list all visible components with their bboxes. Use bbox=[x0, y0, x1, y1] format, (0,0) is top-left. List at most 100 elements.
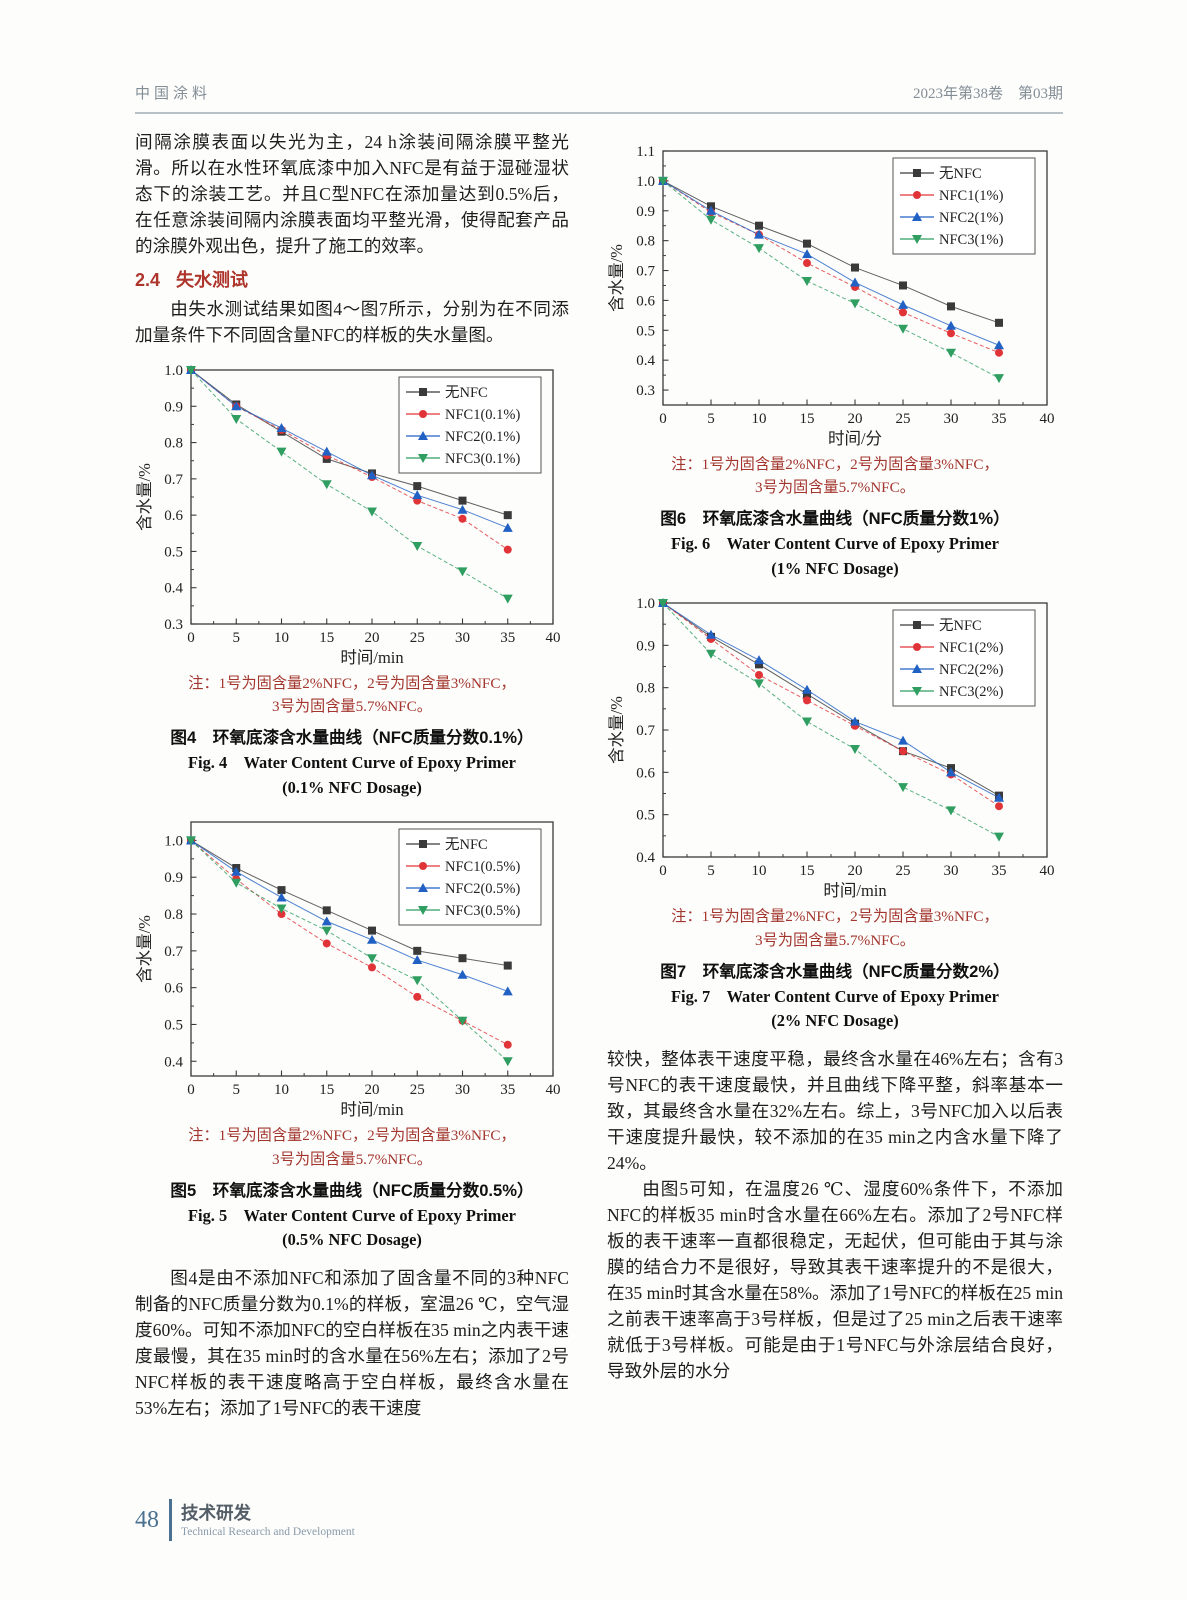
svg-text:0.4: 0.4 bbox=[164, 581, 183, 597]
svg-text:10: 10 bbox=[274, 630, 289, 646]
svg-text:NFC2(0.5%): NFC2(0.5%) bbox=[445, 881, 520, 897]
svg-text:NFC3(2%): NFC3(2%) bbox=[939, 684, 1004, 700]
footer-section-block: 技术研发 Technical Research and Development bbox=[181, 1503, 355, 1538]
svg-text:含水量/%: 含水量/% bbox=[607, 696, 626, 764]
svg-text:0.9: 0.9 bbox=[164, 399, 183, 415]
svg-text:40: 40 bbox=[1040, 411, 1055, 427]
svg-text:5: 5 bbox=[233, 1082, 241, 1098]
svg-text:NFC3(0.1%): NFC3(0.1%) bbox=[445, 451, 520, 467]
svg-text:40: 40 bbox=[1040, 863, 1055, 879]
footer-section-en: Technical Research and Development bbox=[181, 1525, 355, 1538]
svg-text:40: 40 bbox=[546, 1082, 561, 1098]
svg-text:35: 35 bbox=[500, 1082, 515, 1098]
paragraph-intro: 由失水测试结果如图4～图7所示，分别为在不同添加量条件下不同固含量NFC的样板的… bbox=[135, 299, 569, 345]
svg-text:1.0: 1.0 bbox=[636, 596, 655, 612]
paragraph-continuation-right: 较快，整体表干速度平稳，最终含水量在46%左右；含有3号NFC的表干速度最快，并… bbox=[607, 1048, 1063, 1173]
svg-text:时间/分: 时间/分 bbox=[828, 429, 882, 448]
fig6-line-chart: 0 5 10 15 20 25 30 35 40 0.3 0.4 0.5 0.6 0.7 0.8 0.9 1.0… bbox=[607, 139, 1063, 451]
svg-text:0.5: 0.5 bbox=[164, 1018, 183, 1034]
svg-text:NFC2(0.1%): NFC2(0.1%) bbox=[445, 429, 520, 445]
svg-text:15: 15 bbox=[319, 630, 334, 646]
svg-text:0: 0 bbox=[659, 411, 667, 427]
page-number: 48 bbox=[135, 1506, 159, 1533]
paragraph-fig5-discussion: 由图5可知，在温度26 ℃、湿度60%条件下，不添加NFC的样板35 min时含… bbox=[607, 1178, 1063, 1381]
svg-text:无NFC: 无NFC bbox=[445, 385, 488, 401]
svg-text:15: 15 bbox=[319, 1082, 334, 1098]
svg-text:35: 35 bbox=[500, 630, 515, 646]
fig4-line-chart: 0 5 10 15 20 25 30 35 40 0.3 0.4 0.5 0.6 0.7 0.8 0.9 1.0… bbox=[135, 358, 569, 670]
fig7-caption-zh: 图7 环氧底漆含水量曲线（NFC质量分数2%） bbox=[660, 961, 1010, 981]
fig7-caption-en: Fig. 7 Water Content Curve of Epoxy Prim… bbox=[671, 986, 999, 1031]
svg-text:0.6: 0.6 bbox=[164, 508, 183, 524]
svg-text:1.0: 1.0 bbox=[164, 834, 183, 850]
svg-text:0.9: 0.9 bbox=[164, 871, 183, 887]
two-column-body: 间隔涂膜表面以失光为主，24 h涂装间隔涂膜平整光滑。所以在水性环氧底漆中加入N… bbox=[135, 129, 1063, 1421]
svg-text:15: 15 bbox=[800, 411, 815, 427]
svg-text:25: 25 bbox=[896, 863, 911, 879]
fig7-note: 注：1号为固含量2%NFC，2号为固含量3%NFC， 3号为固含量5.7%NFC… bbox=[671, 908, 999, 949]
svg-text:0.7: 0.7 bbox=[164, 472, 183, 488]
svg-text:NFC2(1%): NFC2(1%) bbox=[939, 210, 1004, 226]
svg-text:NFC3(0.5%): NFC3(0.5%) bbox=[445, 903, 520, 919]
svg-text:含水量/%: 含水量/% bbox=[607, 244, 626, 312]
page-footer: 48 技术研发 Technical Research and Developme… bbox=[135, 1499, 355, 1541]
svg-text:0.8: 0.8 bbox=[164, 907, 183, 923]
svg-text:0.4: 0.4 bbox=[164, 1055, 183, 1071]
fig4-caption-zh: 图4 环氧底漆含水量曲线（NFC质量分数0.1%） bbox=[170, 728, 534, 748]
svg-text:NFC2(2%): NFC2(2%) bbox=[939, 662, 1004, 678]
journal-name: 中国涂料 bbox=[135, 86, 212, 102]
svg-text:0.5: 0.5 bbox=[164, 544, 183, 560]
svg-text:35: 35 bbox=[992, 863, 1007, 879]
fig4-caption-en: Fig. 4 Water Content Curve of Epoxy Prim… bbox=[188, 753, 516, 797]
figure-7: 0 5 10 15 20 25 30 35 40 0.4 0.5 0.6 0.7 0.8 0.9 1.0 时间/… bbox=[607, 591, 1063, 1033]
fig5-line-chart: 0 5 10 15 20 25 30 35 40 0.4 0.5 0.6 0.7 0.8 0.9 1.0 时间/… bbox=[135, 810, 569, 1122]
fig6-caption-en: Fig. 6 Water Content Curve of Epoxy Prim… bbox=[671, 534, 999, 578]
section-title: 失水测试 bbox=[176, 270, 249, 290]
svg-text:0: 0 bbox=[659, 863, 667, 879]
fig6-caption-zh: 图6 环氧底漆含水量曲线（NFC质量分数1%） bbox=[660, 509, 1010, 529]
svg-text:0.3: 0.3 bbox=[164, 617, 183, 633]
svg-text:0.7: 0.7 bbox=[636, 723, 655, 739]
svg-text:5: 5 bbox=[707, 411, 715, 427]
paragraph-continuation: 间隔涂膜表面以失光为主，24 h涂装间隔涂膜平整光滑。所以在水性环氧底漆中加入N… bbox=[135, 132, 569, 256]
svg-text:35: 35 bbox=[992, 411, 1007, 427]
svg-text:0.6: 0.6 bbox=[636, 766, 655, 782]
svg-text:NFC1(2%): NFC1(2%) bbox=[939, 640, 1004, 656]
svg-text:时间/min: 时间/min bbox=[340, 1100, 403, 1119]
svg-text:时间/min: 时间/min bbox=[340, 648, 403, 667]
svg-text:0: 0 bbox=[187, 630, 195, 646]
svg-text:1.0: 1.0 bbox=[164, 363, 183, 379]
svg-text:10: 10 bbox=[752, 863, 767, 879]
svg-text:0.8: 0.8 bbox=[164, 436, 183, 452]
footer-section-zh: 技术研发 bbox=[181, 1502, 251, 1523]
left-column: 间隔涂膜表面以失光为主，24 h涂装间隔涂膜平整光滑。所以在水性环氧底漆中加入N… bbox=[135, 129, 569, 1421]
svg-text:0.6: 0.6 bbox=[636, 293, 655, 309]
svg-text:0.5: 0.5 bbox=[636, 323, 655, 339]
issue-info: 2023年第38卷 第03期 bbox=[912, 86, 1063, 102]
svg-text:30: 30 bbox=[455, 1082, 470, 1098]
figure-6: 0 5 10 15 20 25 30 35 40 0.3 0.4 0.5 0.6 0.7 0.8 0.9 1.0… bbox=[607, 139, 1063, 581]
svg-text:10: 10 bbox=[752, 411, 767, 427]
fig6-note: 注：1号为固含量2%NFC，2号为固含量3%NFC， 3号为固含量5.7%NFC… bbox=[671, 456, 999, 497]
paragraph-fig4-discussion: 图4是由不添加NFC和添加了固含量不同的3种NFC制备的NFC质量分数为0.1%… bbox=[135, 1267, 569, 1418]
fig5-note: 注：1号为固含量2%NFC，2号为固含量3%NFC， 3号为固含量5.7%NFC… bbox=[188, 1127, 516, 1168]
svg-text:0.7: 0.7 bbox=[636, 264, 655, 280]
svg-text:NFC1(0.1%): NFC1(0.1%) bbox=[445, 407, 520, 423]
svg-text:0.4: 0.4 bbox=[636, 850, 655, 866]
svg-text:0: 0 bbox=[187, 1082, 195, 1098]
svg-text:5: 5 bbox=[707, 863, 715, 879]
svg-text:无NFC: 无NFC bbox=[445, 837, 488, 853]
figure-4: 0 5 10 15 20 25 30 35 40 0.3 0.4 0.5 0.6 0.7 0.8 0.9 1.0… bbox=[135, 358, 569, 800]
fig5-caption-en: Fig. 5 Water Content Curve of Epoxy Prim… bbox=[188, 1205, 516, 1250]
section-heading-2-4: 2.4 失水测试 bbox=[135, 266, 569, 292]
svg-text:无NFC: 无NFC bbox=[939, 618, 982, 634]
svg-text:0.3: 0.3 bbox=[636, 383, 655, 399]
svg-text:25: 25 bbox=[896, 411, 911, 427]
fig7-line-chart: 0 5 10 15 20 25 30 35 40 0.4 0.5 0.6 0.7 0.8 0.9 1.0 时间/… bbox=[607, 591, 1063, 903]
svg-text:0.8: 0.8 bbox=[636, 234, 655, 250]
svg-text:0.4: 0.4 bbox=[636, 353, 655, 369]
svg-text:10: 10 bbox=[274, 1082, 289, 1098]
right-column: 0 5 10 15 20 25 30 35 40 0.3 0.4 0.5 0.6 0.7 0.8 0.9 1.0… bbox=[607, 129, 1063, 1421]
fig4-note: 注：1号为固含量2%NFC，2号为固含量3%NFC， 3号为固含量5.7%NFC… bbox=[188, 675, 516, 716]
svg-text:含水量/%: 含水量/% bbox=[135, 463, 154, 531]
